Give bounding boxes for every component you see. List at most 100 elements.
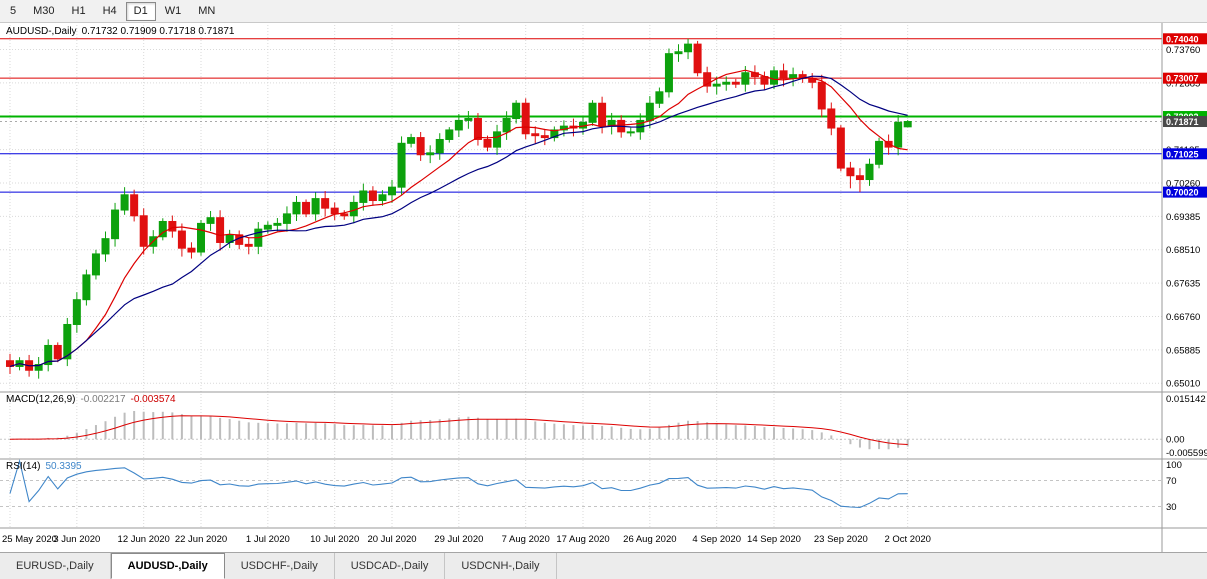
macd-histogram-bar [553, 423, 556, 440]
candle-body [273, 222, 282, 226]
macd-histogram-bar [696, 421, 699, 440]
candle-body [53, 344, 62, 360]
rsi-value: 50.3395 [45, 461, 82, 472]
rsi-pane [0, 458, 1162, 509]
timeframe-button-w1[interactable]: W1 [157, 2, 190, 21]
candle-body [416, 137, 425, 156]
candle-body [731, 81, 740, 85]
date-label: 12 Jun 2020 [118, 534, 170, 545]
macd-histogram-bar [858, 439, 861, 448]
macd-histogram-bar [524, 419, 527, 440]
macd-histogram-bar [324, 423, 327, 440]
candle-body [340, 213, 349, 217]
macd-histogram-bar [591, 424, 594, 440]
candle-body [531, 133, 540, 137]
macd-histogram-bar [266, 423, 269, 440]
macd-tick-label: -0.005599 [1166, 448, 1207, 459]
macd-histogram-bar [295, 422, 298, 440]
candle-body [177, 230, 186, 249]
candle-body [388, 186, 396, 196]
macd-histogram-bar [391, 425, 393, 440]
candle-body [875, 140, 884, 165]
timeframe-button-m30[interactable]: M30 [25, 2, 62, 21]
macd-histogram-bar [906, 439, 909, 447]
level-price-badge-label: 0.71025 [1166, 149, 1199, 159]
candle-body [6, 360, 14, 367]
macd-histogram-bar [75, 432, 78, 440]
date-label: 14 Sep 2020 [747, 534, 801, 545]
price-tick-label: 0.70260 [1166, 178, 1200, 189]
current-price-badge [1163, 116, 1207, 128]
macd-tick-label: 0.00 [1166, 435, 1185, 446]
chart-tab-usdchf[interactable]: USDCHF-,Daily [225, 553, 335, 579]
macd-histogram-bar [629, 428, 632, 440]
macd-histogram-bar [419, 420, 422, 440]
rsi-indicator-name: RSI(14) [6, 461, 41, 472]
timeframe-button-h4[interactable]: H4 [95, 2, 125, 21]
macd-histogram-bar [744, 425, 747, 440]
candle-body [197, 222, 205, 253]
candle-body [311, 198, 320, 215]
macd-histogram-bar [85, 429, 88, 440]
macd-histogram-bar [610, 426, 613, 440]
macd-histogram-bar [9, 439, 11, 440]
macd-histogram-bar [352, 425, 355, 440]
macd-histogram-bar [94, 425, 97, 440]
candle-body [302, 201, 311, 215]
candle-body [34, 364, 43, 371]
macd-histogram-bar [620, 427, 623, 440]
timeframe-button-h1[interactable]: H1 [64, 2, 94, 21]
macd-histogram-bar [868, 439, 871, 450]
timeframe-button-mn[interactable]: MN [190, 2, 223, 21]
candle-body [779, 70, 788, 79]
candle-body [598, 102, 607, 127]
macd-histogram-bar [639, 429, 642, 440]
chart-tab-audusd[interactable]: AUDUSD-,Daily [110, 553, 225, 579]
timeframe-button-5[interactable]: 5 [2, 2, 24, 21]
chart-tabs-bar: EURUSD-,Daily AUDUSD-,Daily USDCHF-,Daily U… [0, 552, 1207, 579]
candle-body [91, 253, 100, 276]
candle-body [120, 194, 129, 211]
macd-histogram-bar [878, 439, 881, 450]
candle-body [493, 131, 502, 148]
candle-body [206, 217, 215, 224]
date-label: 22 Jun 2020 [175, 534, 227, 545]
level-price-badge [1163, 72, 1207, 84]
macd-histogram-bar [400, 422, 403, 440]
candle-body [397, 142, 406, 188]
candle-body [130, 194, 139, 217]
macd-histogram-bar [534, 421, 537, 440]
chart-tab-usdcad[interactable]: USDCAD-,Daily [335, 553, 446, 579]
price-tick-label: 0.65885 [1166, 345, 1200, 356]
rsi-line [9, 458, 908, 509]
date-label: 4 Sep 2020 [692, 534, 741, 545]
macd-histogram-bar [734, 425, 737, 440]
candle-body [674, 51, 683, 55]
chart-tab-usdcnh[interactable]: USDCNH-,Daily [445, 553, 557, 579]
macd-histogram-bar [276, 423, 279, 440]
timeframe-button-d1[interactable]: D1 [125, 1, 156, 21]
candle-body [111, 209, 120, 240]
level-price-badge-label: 0.74040 [1166, 34, 1199, 44]
macd-indicator-name: MACD(12,26,9) [6, 394, 76, 405]
macd-histogram-bar [467, 416, 470, 440]
candle-body [407, 137, 416, 144]
macd-histogram-bar [285, 423, 288, 440]
candle-body [770, 70, 778, 85]
candle-body [512, 102, 521, 120]
candle-body [435, 138, 444, 154]
macd-histogram-bar [830, 435, 833, 440]
candle-body [502, 118, 511, 133]
macd-histogram-bar [219, 417, 222, 440]
candle-body [378, 194, 387, 202]
ma-fast-line [9, 69, 908, 367]
macd-histogram-bar [648, 428, 651, 440]
candle-body [63, 323, 72, 360]
price-level-badges: 0.740400.730070.720020.710250.700200.718… [1163, 33, 1207, 198]
chart-tab-eurusd[interactable]: EURUSD-,Daily [0, 553, 111, 579]
rsi-tick-label: 30 [1166, 502, 1177, 513]
macd-histogram-bar [792, 428, 795, 440]
date-label: 29 Jul 2020 [434, 534, 483, 545]
